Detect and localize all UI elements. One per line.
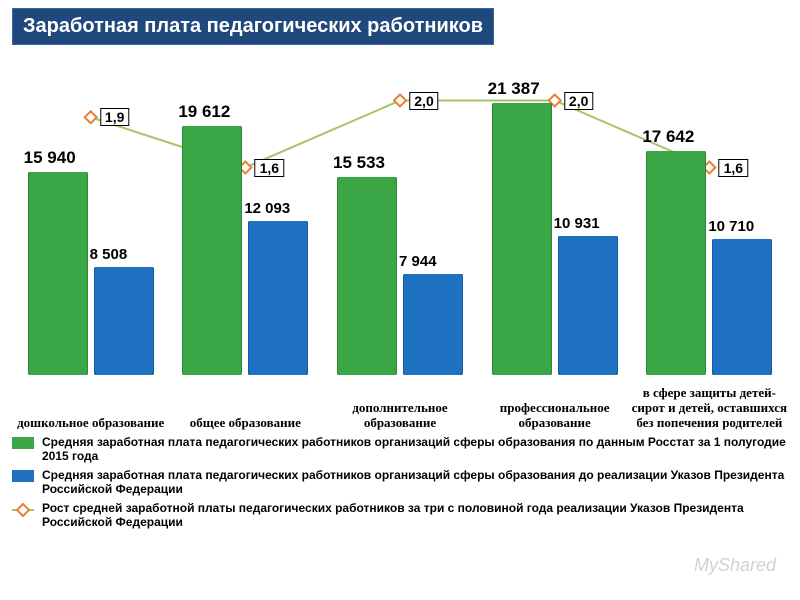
bars: 21 38710 931 — [479, 95, 631, 375]
bar-blue — [403, 274, 463, 375]
bar-blue — [248, 221, 308, 375]
category-label: профессиональное образование — [475, 401, 635, 431]
legend-item: Рост средней заработной платы педагогиче… — [12, 501, 788, 530]
legend-text: Средняя заработная плата педагогических … — [42, 435, 788, 464]
chart-group: 15 9408 508 — [15, 95, 167, 375]
bar-blue — [712, 239, 772, 375]
page-title: Заработная плата педагогических работник… — [23, 15, 483, 37]
bar-green — [646, 151, 706, 375]
bar-blue — [94, 267, 154, 375]
chart-group: 17 64210 710 — [633, 95, 785, 375]
ratio-value-box: 1,6 — [255, 159, 284, 177]
legend-diamond-icon — [12, 503, 34, 517]
green-value-label: 15 940 — [24, 148, 144, 168]
bar-green — [492, 103, 552, 375]
legend-item: Средняя заработная плата педагогических … — [12, 468, 788, 497]
category-label: дошкольное образование — [11, 416, 171, 431]
ratio-value-box: 1,6 — [719, 159, 748, 177]
green-value-label: 17 642 — [642, 127, 762, 147]
salary-chart: 15 9408 508дошкольное образование19 6121… — [12, 61, 788, 431]
bar-green — [28, 172, 88, 375]
legend-item: Средняя заработная плата педагогических … — [12, 435, 788, 464]
category-label: дополнительное образование — [320, 401, 480, 431]
chart-group: 21 38710 931 — [479, 95, 631, 375]
category-label: в сфере защиты детей-сирот и детей, оста… — [629, 386, 789, 431]
chart-group: 19 61212 093 — [169, 95, 321, 375]
legend-swatch-icon — [12, 437, 34, 449]
bars: 17 64210 710 — [633, 95, 785, 375]
ratio-value-box: 1,9 — [100, 108, 129, 126]
page: Заработная плата педагогических работник… — [0, 0, 800, 600]
green-value-label: 15 533 — [333, 153, 453, 173]
chart-group: 15 5337 944 — [324, 95, 476, 375]
legend-text: Рост средней заработной платы педагогиче… — [42, 501, 788, 530]
bar-blue — [558, 236, 618, 375]
bar-green — [337, 177, 397, 375]
green-value-label: 19 612 — [178, 102, 298, 122]
legend: Средняя заработная плата педагогических … — [12, 435, 788, 529]
title-bar: Заработная плата педагогических работник… — [12, 8, 494, 45]
watermark: MyShared — [694, 555, 776, 576]
bars: 19 61212 093 — [169, 95, 321, 375]
bar-green — [182, 126, 242, 375]
legend-swatch-icon — [12, 470, 34, 482]
bars: 15 9408 508 — [15, 95, 167, 375]
legend-text: Средняя заработная плата педагогических … — [42, 468, 788, 497]
ratio-value-box: 2,0 — [564, 92, 593, 110]
bars: 15 5337 944 — [324, 95, 476, 375]
category-label: общее образование — [165, 416, 325, 431]
ratio-value-box: 2,0 — [409, 92, 438, 110]
blue-value-label: 10 710 — [708, 218, 800, 235]
